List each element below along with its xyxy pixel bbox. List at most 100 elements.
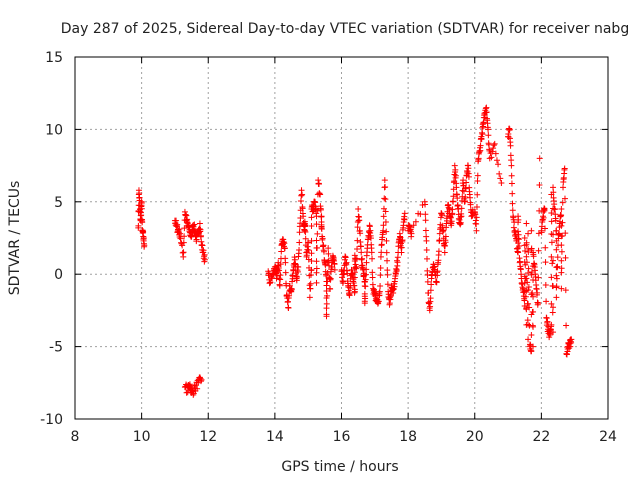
data-point	[436, 237, 443, 244]
data-point	[467, 201, 474, 208]
data-point	[196, 225, 203, 232]
data-point	[316, 181, 323, 188]
data-point	[313, 258, 320, 265]
data-point	[140, 234, 147, 241]
data-point	[459, 180, 466, 187]
data-point	[323, 282, 330, 289]
data-point	[193, 238, 200, 245]
data-point	[323, 300, 330, 307]
data-point	[196, 220, 203, 227]
data-point	[138, 199, 145, 206]
x-tick-label: 20	[466, 429, 484, 445]
data-point	[522, 293, 529, 300]
data-point	[451, 162, 458, 169]
data-point	[552, 217, 559, 224]
data-point	[399, 237, 406, 244]
data-point	[457, 221, 464, 228]
data-point	[445, 204, 452, 211]
data-point	[383, 237, 390, 244]
data-point	[181, 233, 188, 240]
data-point	[410, 222, 417, 229]
data-point	[548, 253, 555, 260]
data-point	[528, 331, 535, 338]
data-point	[306, 282, 313, 289]
data-point	[367, 227, 374, 234]
data-point	[551, 206, 558, 213]
data-point	[544, 318, 551, 325]
data-point	[308, 250, 315, 257]
data-point	[302, 222, 309, 229]
data-point	[473, 220, 480, 227]
data-point	[401, 210, 408, 217]
data-point	[458, 205, 465, 212]
data-point	[553, 275, 560, 282]
data-point	[447, 214, 454, 221]
data-point	[319, 243, 326, 250]
data-point	[562, 230, 569, 237]
data-point	[353, 255, 360, 262]
data-point	[530, 323, 537, 330]
data-point	[551, 201, 558, 208]
data-point	[138, 205, 145, 212]
data-point	[453, 180, 460, 187]
data-point	[375, 298, 382, 305]
data-point	[269, 271, 276, 278]
data-point	[457, 214, 464, 221]
data-point	[433, 278, 440, 285]
data-point	[299, 191, 306, 198]
data-point	[266, 280, 273, 287]
y-tick-label: 15	[45, 50, 63, 66]
data-point	[541, 225, 548, 232]
data-point	[317, 206, 324, 213]
data-point	[530, 293, 537, 300]
data-point	[281, 245, 288, 252]
data-point	[548, 218, 555, 225]
data-point	[534, 301, 541, 308]
data-point	[198, 232, 205, 239]
data-point	[135, 222, 142, 229]
data-point	[553, 246, 560, 253]
data-point	[277, 272, 284, 279]
data-point	[386, 301, 393, 308]
data-point	[524, 279, 531, 286]
data-point	[288, 286, 295, 293]
data-point	[548, 274, 555, 281]
data-point	[559, 219, 566, 226]
data-point	[177, 235, 184, 242]
data-point	[362, 295, 369, 302]
y-tick-label: 10	[45, 122, 63, 138]
data-point	[323, 272, 330, 279]
data-point	[449, 206, 456, 213]
data-point	[186, 222, 193, 229]
data-point	[194, 385, 201, 392]
data-point	[297, 215, 304, 222]
data-point	[356, 217, 363, 224]
data-point	[527, 342, 534, 349]
data-point	[327, 285, 334, 292]
data-point	[366, 222, 373, 229]
data-point	[558, 248, 565, 255]
data-point	[479, 124, 486, 131]
data-point	[560, 184, 567, 191]
data-point	[525, 300, 532, 307]
data-point	[197, 226, 204, 233]
data-point	[458, 210, 465, 217]
data-point	[548, 210, 555, 217]
data-point	[357, 243, 364, 250]
data-point	[559, 199, 566, 206]
data-point	[492, 150, 499, 157]
data-point	[279, 236, 286, 243]
data-point	[427, 287, 434, 294]
data-point	[562, 287, 569, 294]
data-point	[383, 228, 390, 235]
data-point	[313, 221, 320, 228]
data-point	[325, 245, 332, 252]
data-point	[553, 294, 560, 301]
data-point	[363, 266, 370, 273]
data-point	[311, 198, 318, 205]
data-point	[457, 219, 464, 226]
data-point	[384, 257, 391, 264]
data-point	[525, 270, 532, 277]
data-point	[282, 259, 289, 266]
data-point	[376, 292, 383, 299]
